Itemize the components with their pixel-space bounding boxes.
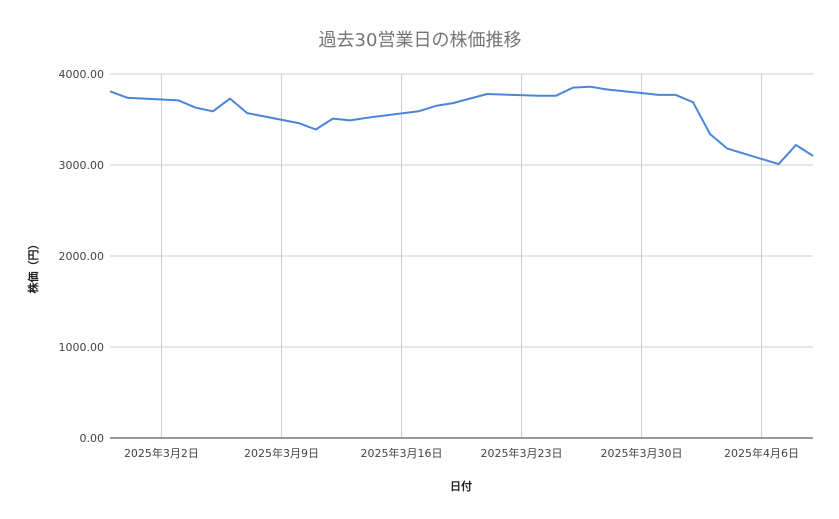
data-point	[298, 122, 300, 124]
data-point	[812, 155, 814, 157]
data-point	[332, 118, 334, 120]
x-axis-label: 日付	[450, 479, 472, 493]
data-point	[572, 87, 574, 89]
data-point	[692, 101, 694, 103]
x-tick-label: 2025年3月9日	[244, 446, 319, 460]
data-point	[195, 107, 197, 109]
data-point	[486, 93, 488, 95]
y-tick-label: 4000.00	[59, 68, 105, 81]
data-point	[538, 95, 540, 97]
data-point	[229, 98, 231, 100]
data-point	[606, 89, 608, 91]
x-tick-label: 2025年3月16日	[360, 446, 442, 460]
data-point	[366, 117, 368, 119]
data-point	[658, 94, 660, 96]
data-point	[675, 94, 677, 96]
data-point	[452, 102, 454, 104]
data-point	[246, 112, 248, 114]
data-point	[418, 110, 420, 112]
y-axis-ticks: 0.00 1000.00 2000.00 3000.00 4000.00	[59, 68, 105, 445]
x-axis-ticks: 2025年3月2日 2025年3月9日 2025年3月16日 2025年3月23日 20…	[124, 446, 799, 460]
data-point	[126, 97, 128, 99]
data-point	[160, 99, 162, 101]
x-tick-label: 2025年4月6日	[724, 446, 799, 460]
data-point	[349, 119, 351, 121]
data-point	[109, 90, 111, 92]
data-point	[178, 99, 180, 101]
x-tick-label: 2025年3月30日	[601, 446, 683, 460]
data-point	[795, 144, 797, 146]
data-point	[435, 105, 437, 107]
data-point	[778, 163, 780, 165]
chart-title: 過去30営業日の株価推移	[319, 30, 522, 51]
data-point	[212, 110, 214, 112]
data-point	[315, 129, 317, 131]
series-group	[109, 85, 814, 166]
data-point	[589, 86, 591, 88]
x-tick-label: 2025年3月23日	[481, 446, 563, 460]
data-point	[726, 148, 728, 150]
y-tick-label: 0.00	[80, 432, 105, 445]
x-tick-label: 2025年3月2日	[124, 446, 199, 460]
data-point	[555, 95, 557, 97]
data-point	[709, 133, 711, 135]
y-tick-label: 2000.00	[59, 250, 105, 263]
y-axis-label: 株価（円）	[26, 239, 40, 294]
y-tick-label: 3000.00	[59, 159, 105, 172]
y-tick-label: 1000.00	[59, 341, 105, 354]
series-line	[109, 85, 814, 166]
gridlines	[110, 73, 813, 438]
